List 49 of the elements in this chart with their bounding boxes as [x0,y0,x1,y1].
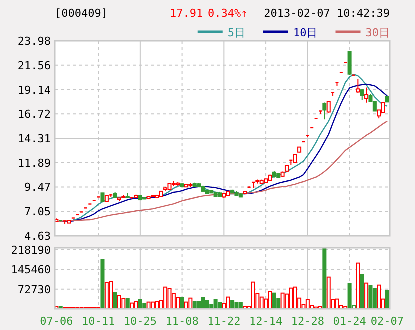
y-tick-label: 11.89 [18,156,51,170]
bar [372,288,377,310]
bar [360,274,364,310]
text: 0.34%↑ [208,7,248,20]
legend-label: 5日 [228,26,246,40]
bar [201,297,206,310]
bar [126,298,130,310]
y-tick-label: 4.63 [24,230,51,243]
bar [214,299,218,310]
y-tick-label: 7.05 [24,206,51,219]
y-tick-label: 145460 [11,264,51,277]
x-tick-label: 10-25 [124,315,157,328]
y-tick-label: 9.47 [24,181,51,194]
y-tick-label: 16.72 [18,108,51,122]
legend-label: 10日 [294,26,318,40]
bar [180,297,184,310]
x-tick-label: 07-06 [40,315,74,328]
x-tick-label: 11-22 [208,315,241,328]
bar [205,300,210,310]
bar [197,301,202,310]
bar [218,302,222,310]
text: 17.91 [170,7,204,20]
bar [192,301,197,310]
y-tick-label: 19.14 [18,84,52,97]
text: 2013-02-07 10:42:39 [264,7,390,20]
x-tick-label: 11-08 [166,315,199,328]
y-tick-label: 23.98 [18,35,51,48]
bar [138,299,142,310]
y-tick-label: 14.31 [18,132,51,146]
chart-title: [000409] [55,7,108,20]
bar [272,292,276,310]
bar [385,290,390,310]
bar [238,302,243,310]
legend-label: 30日 [366,26,390,40]
x-tick-label: 10-11 [82,315,116,328]
x-tick-label: 01-24 [333,315,367,328]
y-tick-label: 72730 [18,283,51,296]
bar [113,292,118,310]
x-tick-label: 12-14 [249,315,283,328]
x-tick-label: 02-07 [370,315,404,328]
bar [234,302,239,310]
bar [348,283,352,310]
bar [368,285,373,310]
bar [100,260,105,310]
bar [230,300,235,310]
y-tick-label: 218190 [11,244,51,258]
x-tick-label: 12-28 [291,315,324,328]
y-tick-label: 21.56 [18,59,51,72]
bar [322,248,327,310]
